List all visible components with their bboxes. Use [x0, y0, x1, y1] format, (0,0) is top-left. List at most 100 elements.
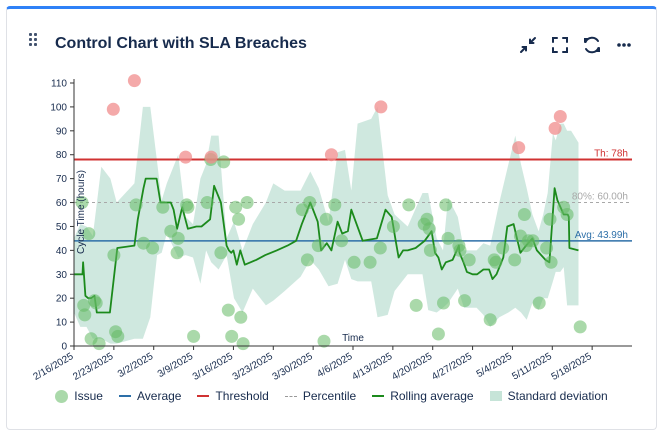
x-tick-label: 4/27/2025	[430, 351, 474, 383]
sla-breach-point	[127, 74, 141, 88]
sla-breach-point	[204, 150, 218, 164]
issue-point	[409, 298, 423, 312]
issue-point	[78, 308, 92, 322]
issue-point	[187, 329, 201, 343]
legend-label-threshold: Threshold	[215, 389, 269, 403]
issue-point	[75, 196, 89, 209]
issue-point	[489, 255, 503, 269]
x-tick-label: 2/16/2025	[31, 351, 75, 383]
issue-point	[221, 303, 235, 317]
legend-swatch-issue	[55, 389, 69, 403]
issue-point	[363, 255, 377, 269]
more-button[interactable]	[614, 35, 634, 55]
x-tick-label: 5/11/2025	[510, 351, 554, 383]
issue-point	[217, 155, 231, 169]
fullscreen-icon	[552, 37, 568, 53]
x-tick-label: 5/4/2025	[475, 351, 515, 380]
issue-point	[483, 313, 497, 327]
percentile-label: 80%: 60.00h	[572, 192, 628, 203]
y-tick-label: 70	[56, 174, 68, 185]
issue-point	[441, 231, 455, 245]
issue-point	[317, 334, 331, 348]
issue-point	[517, 208, 531, 221]
x-tick-label: 3/2/2025	[116, 351, 156, 380]
legend-item-band[interactable]: Standard deviation	[489, 389, 608, 403]
legend-swatch-percentile	[284, 395, 297, 397]
issue-point	[171, 231, 185, 245]
fullscreen-button[interactable]	[550, 35, 570, 55]
card-title: Control Chart with SLA Breaches	[55, 35, 307, 52]
refresh-button[interactable]	[582, 35, 602, 55]
legend-item-threshold[interactable]: Threshold	[197, 389, 269, 403]
issue-point	[107, 248, 121, 262]
issue-point	[423, 243, 437, 257]
legend-swatch-average	[118, 395, 131, 397]
issue-point	[300, 253, 314, 267]
sla-breach-point	[553, 110, 567, 123]
issue-point	[229, 200, 243, 214]
issue-point	[236, 337, 250, 351]
issue-point	[347, 255, 361, 269]
issue-point	[129, 198, 143, 212]
issue-point	[82, 227, 96, 241]
x-tick-label: 4/6/2025	[315, 351, 355, 380]
issue-point	[146, 241, 160, 255]
y-tick-label: 80	[56, 150, 68, 161]
issue-point	[92, 337, 106, 351]
issue-point	[77, 298, 91, 312]
y-tick-label: 40	[56, 246, 68, 257]
x-tick-label: 3/23/2025	[231, 351, 275, 383]
legend-label-issue: Issue	[74, 389, 103, 403]
legend-label-percentile: Percentile	[302, 389, 357, 403]
legend-item-issue[interactable]: Issue	[55, 389, 103, 403]
issue-point	[170, 246, 184, 260]
legend-item-average[interactable]: Average	[118, 389, 181, 403]
issue-point	[311, 239, 325, 253]
issue-point	[540, 241, 554, 255]
x-tick-label: 3/16/2025	[191, 351, 235, 383]
legend-label-rolling: Rolling average	[390, 389, 474, 403]
sla-breach-point	[179, 150, 193, 164]
legend-item-rolling[interactable]: Rolling average	[372, 389, 474, 403]
collapse-button[interactable]	[518, 35, 538, 55]
chart-legend: Issue Average Threshold Percentile Rolli…	[0, 389, 663, 403]
issue-point	[156, 200, 170, 214]
threshold-label: Th: 78h	[594, 149, 628, 160]
legend-item-percentile[interactable]: Percentile	[284, 389, 357, 403]
y-tick-label: 50	[56, 222, 68, 233]
issue-point	[303, 196, 317, 209]
issue-point	[462, 253, 476, 267]
issue-point	[111, 329, 125, 343]
y-tick-label: 60	[56, 198, 68, 209]
issue-point	[200, 196, 214, 209]
issue-point	[232, 212, 246, 226]
x-axis-title: Time	[342, 333, 364, 344]
issue-point	[439, 198, 453, 212]
issue-point	[373, 241, 387, 255]
issue-point	[453, 243, 467, 257]
x-tick-label: 4/13/2025	[350, 351, 394, 383]
y-tick-label: 0	[61, 342, 67, 353]
x-tick-label: 5/18/2025	[550, 351, 594, 383]
issue-point	[328, 198, 342, 212]
issue-point	[240, 196, 254, 209]
y-axis-title: Cycle Time (hours)	[76, 170, 87, 254]
card-toolbar	[518, 35, 634, 55]
x-tick-label: 3/9/2025	[156, 351, 196, 380]
issue-point	[560, 208, 574, 221]
drag-handle-icon[interactable]	[29, 33, 39, 49]
issue-point	[225, 329, 239, 343]
issue-point	[319, 212, 333, 226]
sla-breach-point	[324, 148, 338, 162]
issue-point	[234, 310, 248, 324]
legend-swatch-band	[489, 391, 502, 401]
issue-point	[437, 296, 450, 310]
average-label: Avg: 43.99h	[575, 230, 628, 241]
issue-point	[386, 220, 400, 233]
issue-point	[431, 327, 445, 341]
y-tick-label: 20	[56, 294, 68, 305]
issue-point	[458, 294, 472, 308]
issue-point	[89, 296, 103, 310]
issue-point	[335, 234, 349, 248]
